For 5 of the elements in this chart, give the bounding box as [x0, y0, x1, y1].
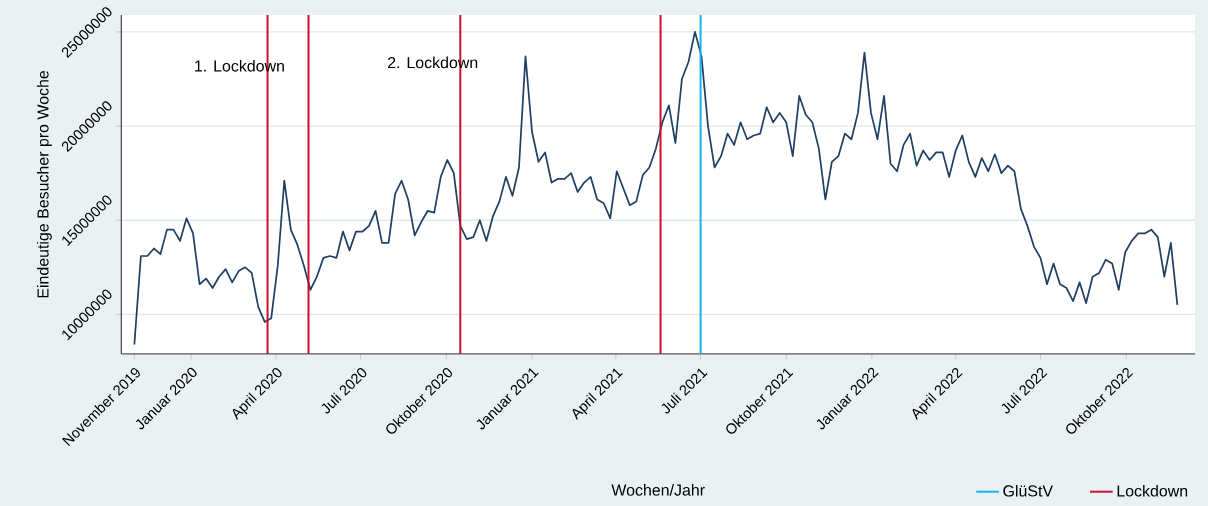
x-axis-title: Wochen/Jahr [611, 483, 705, 496]
legend-label: Lockdown [1117, 484, 1188, 497]
legend-label: GlüStV [1003, 484, 1054, 497]
y-axis-title: Eindeutige Besucher pro Woche [36, 70, 52, 298]
line-series [133, 30, 1179, 346]
